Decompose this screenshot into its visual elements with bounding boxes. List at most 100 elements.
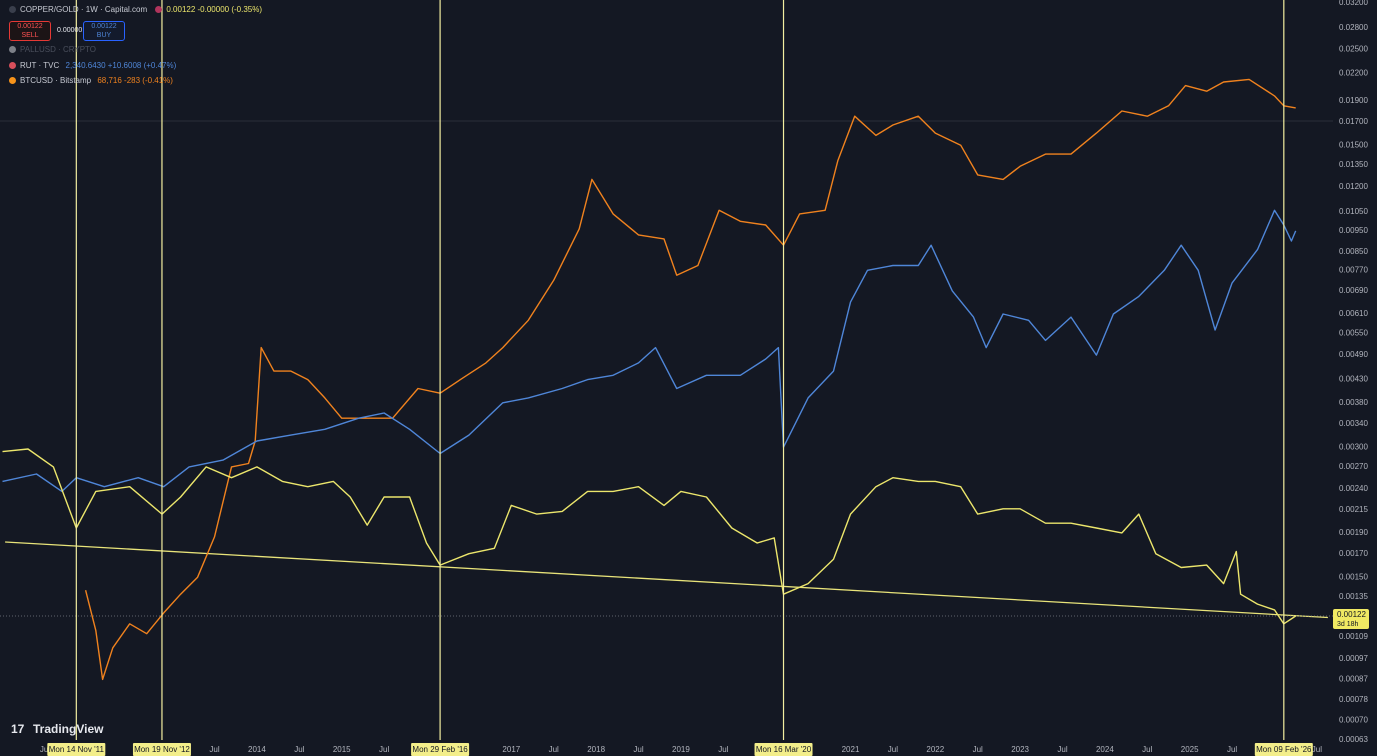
x-tick-label: Jul (1227, 745, 1237, 754)
legend-row[interactable]: BTCUSD · Bitstamp 68,716 -283 (-0.41%) (9, 76, 173, 86)
x-tick-label: Jul (973, 745, 983, 754)
price-label-box (1333, 608, 1369, 629)
symbol-icon (9, 6, 16, 13)
symbol-icon (9, 46, 16, 53)
x-tick-label: 2019 (672, 745, 690, 754)
legend-row[interactable]: RUT · TVC 2,340.6430 +10.6008 (+0.47%) (9, 61, 176, 71)
x-tick-label: 2024 (1096, 745, 1114, 754)
x-tick-label: 2015 (333, 745, 351, 754)
marker-label: Mon 14 Nov '11 (49, 745, 105, 754)
sell-button[interactable]: 0.00122 SELL (9, 21, 51, 41)
y-tick-label: 0.00135 (1339, 592, 1368, 601)
y-tick-label: 0.01900 (1339, 96, 1368, 105)
series-line (84, 78, 1296, 681)
marker-label-box (754, 743, 813, 756)
y-tick-label: 0.00150 (1339, 572, 1368, 581)
y-tick-label: 0.00190 (1339, 528, 1368, 537)
symbol-icon (9, 77, 16, 84)
axes: 0.03200 0.02800 0.02500 0.02200 0.01900 0.017… (40, 0, 1369, 756)
trendline (5, 541, 1328, 619)
brand-name: TradingView (33, 722, 104, 736)
main-symbol: COPPER/GOLD · 1W · Capital.com (20, 5, 148, 14)
legend-quote: 68,716 -283 (-0.41%) (97, 76, 173, 85)
sell-label: SELL (21, 32, 39, 39)
x-tick-label: 2018 (587, 745, 605, 754)
legend-name: RUT · TVC (20, 61, 60, 70)
buy-price: 0.00122 (91, 23, 117, 30)
y-tick-label: 0.00610 (1339, 309, 1368, 318)
spread: 0.00000 (57, 27, 83, 34)
marker-label: Mon 29 Feb '16 (412, 745, 468, 754)
x-tick-label: 2017 (502, 745, 520, 754)
x-tick-label: 2025 (1181, 745, 1199, 754)
x-tick-label: Jul (888, 745, 898, 754)
status-dot (155, 6, 163, 13)
y-tick-label: 0.00340 (1339, 419, 1368, 428)
hidden-symbol: PALLUSD · CRYPTO (20, 45, 97, 54)
x-tick-label: Jul (40, 745, 50, 754)
y-tick-label: 0.00430 (1339, 375, 1368, 384)
series-line (2, 209, 1297, 493)
y-tick-label: 0.02800 (1339, 23, 1368, 32)
marker-label: Mon 19 Nov '12 (134, 745, 190, 754)
buy-button[interactable]: 0.00122 BUY (83, 21, 125, 41)
main-legend: COPPER/GOLD · 1W · Capital.com 0.00122 -… (9, 5, 262, 15)
y-tick-label: 0.00770 (1339, 265, 1368, 274)
y-tick-label: 0.02500 (1339, 44, 1368, 53)
y-tick-label: 0.00850 (1339, 247, 1368, 256)
x-tick-label: Jul (718, 745, 728, 754)
x-tick-label: Jul (294, 745, 304, 754)
y-tick-label: 0.02200 (1339, 68, 1368, 77)
y-tick-label: 0.00063 (1339, 735, 1368, 744)
y-axis-strip (1333, 0, 1377, 741)
y-tick-label: 0.01500 (1339, 140, 1368, 149)
plot-area (0, 0, 1333, 740)
x-tick-label: 2014 (248, 745, 266, 754)
y-tick-label: 0.01200 (1339, 182, 1368, 191)
y-tick-label: 0.01050 (1339, 207, 1368, 216)
y-tick-label: 0.01350 (1339, 160, 1368, 169)
x-tick-label: 2023 (1011, 745, 1029, 754)
y-tick-label: 0.01700 (1339, 117, 1368, 126)
marker-label-box (1254, 743, 1313, 756)
y-tick-label: 0.00240 (1339, 484, 1368, 493)
marker-label-box (411, 743, 470, 756)
x-tick-label: 2022 (926, 745, 944, 754)
sell-price: 0.00122 (17, 23, 43, 30)
y-tick-label: 0.00270 (1339, 462, 1368, 471)
y-tick-label: 0.03200 (1339, 0, 1368, 7)
series-line (2, 448, 1297, 625)
x-tick-label: Jul (1312, 745, 1322, 754)
x-tick-label: Jul (1142, 745, 1152, 754)
x-tick-label: Jul (633, 745, 643, 754)
brand: 17 TradingView (11, 722, 104, 736)
y-tick-label: 0.00215 (1339, 505, 1368, 514)
legend-name: BTCUSD · Bitstamp (20, 76, 92, 85)
x-tick-label: Jul (549, 745, 559, 754)
x-tick-label: Jul (1057, 745, 1067, 754)
marker-label-box (132, 743, 191, 756)
x-axis-strip (0, 741, 1377, 756)
y-tick-label: 0.00380 (1339, 398, 1368, 407)
y-tick-label: 0.00950 (1339, 226, 1368, 235)
marker-label: Mon 16 Mar '20 (756, 745, 812, 754)
y-tick-label: 0.00300 (1339, 442, 1368, 451)
y-tick-label: 0.00550 (1339, 329, 1368, 338)
y-tick-label: 0.00490 (1339, 350, 1368, 359)
legend-quote: 2,340.6430 +10.6008 (+0.47%) (65, 61, 177, 70)
y-tick-label: 0.00070 (1339, 715, 1368, 724)
hidden-symbol-row[interactable]: PALLUSD · CRYPTO (9, 45, 96, 55)
marker-label-box (47, 743, 106, 756)
buy-label: BUY (96, 32, 112, 39)
price-label: 0.00122 (1337, 610, 1366, 619)
marker-label: Mon 09 Feb '26 (1256, 745, 1312, 754)
y-tick-label: 0.00170 (1339, 549, 1368, 558)
price-countdown: 3d 18h (1337, 621, 1359, 628)
symbol-icon (9, 62, 16, 69)
y-tick-label: 0.00078 (1339, 695, 1368, 704)
main-quote: 0.00122 -0.00000 (-0.35%) (166, 5, 262, 14)
x-tick-label: Jul (379, 745, 389, 754)
